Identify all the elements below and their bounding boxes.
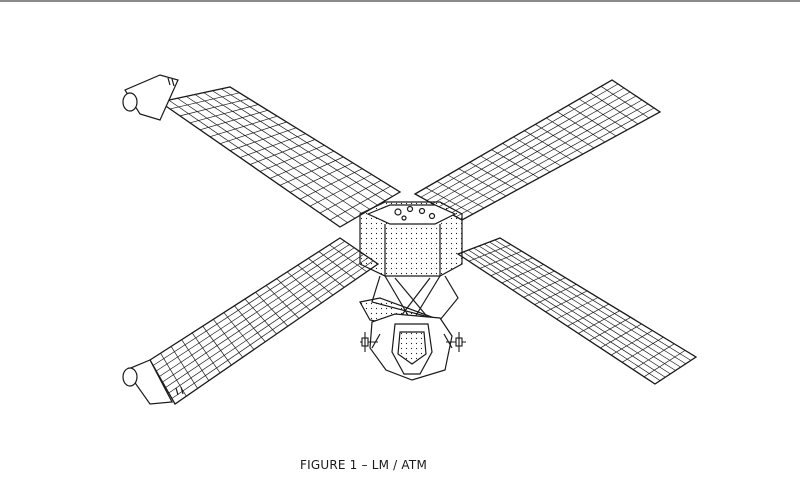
solar-cell-divider: [479, 250, 522, 269]
rcs-thruster-right: [446, 332, 466, 352]
solar-cell-divider: [621, 336, 664, 363]
solar-cell-divider: [450, 103, 649, 214]
canister-port: [394, 208, 402, 216]
solar-cell-divider: [168, 257, 369, 394]
canister-port: [406, 205, 414, 213]
solar-cell-divider: [578, 310, 620, 334]
solar-array-lower-left: [149, 237, 380, 405]
solar-cell-divider: [420, 83, 619, 198]
solar-array-lower-right: [456, 237, 698, 385]
solar-cell-divider: [643, 350, 686, 378]
canister-port: [401, 215, 407, 221]
solar-cell-divider: [501, 264, 544, 284]
figure-caption: FIGURE 1 – LM / ATM: [300, 458, 427, 472]
solar-cell-divider: [567, 303, 610, 327]
solar-cell-divider: [159, 247, 355, 377]
canister-port: [428, 212, 436, 220]
wing-end-cap-upper-left: [122, 74, 179, 121]
solar-cell-divider: [589, 317, 631, 341]
solar-cell-divider: [432, 91, 631, 205]
solar-cell-divider: [468, 244, 512, 262]
solar-cell-divider: [299, 168, 363, 200]
solar-cell-divider: [171, 260, 374, 399]
solar-cell-divider: [199, 109, 268, 131]
solar-cell-divider: [329, 185, 391, 221]
wing-end-cap-lower-left: [122, 359, 184, 405]
solar-cell-divider: [165, 253, 364, 388]
solar-array-upper-left: [158, 86, 402, 228]
solar-cell-divider: [169, 92, 240, 110]
solar-cell-divider: [556, 297, 599, 320]
solar-cell-divider: [632, 343, 675, 370]
lunar-module-body: [369, 313, 453, 381]
solar-cell-divider: [512, 270, 555, 291]
solar-cell-divider: [319, 180, 382, 214]
solar-cell-divider: [156, 244, 350, 372]
solar-panel-outline: [158, 86, 402, 228]
solar-cell-divider: [309, 174, 372, 207]
solar-cell-divider: [189, 104, 259, 124]
canister-port: [418, 207, 426, 215]
solar-cell-divider: [152, 240, 345, 366]
atm-canister: [359, 201, 463, 277]
solar-cell-divider: [259, 145, 325, 172]
solar-cell-divider: [249, 139, 316, 165]
solar-cell-divider: [289, 162, 353, 193]
solar-cell-divider: [611, 330, 653, 356]
solar-cell-divider: [600, 323, 642, 349]
solar-cell-divider: [219, 121, 287, 144]
solar-cell-divider: [162, 250, 360, 383]
solar-cell-divider: [438, 95, 637, 208]
solar-cell-divider: [545, 290, 588, 313]
solar-cell-divider: [455, 107, 655, 218]
solar-cell-divider: [426, 87, 625, 201]
rcs-thruster-left: [360, 332, 378, 352]
solar-cell-divider: [179, 98, 249, 117]
solar-cell-divider: [229, 127, 297, 151]
solar-panel-outline: [456, 237, 698, 385]
solar-cell-divider: [523, 277, 566, 298]
solar-cell-divider: [209, 115, 278, 138]
solar-array-upper-right: [413, 79, 662, 221]
solar-cell-divider: [269, 150, 335, 179]
solar-cell-divider: [490, 257, 533, 276]
solar-cell-divider: [534, 283, 577, 305]
solar-cell-divider: [444, 99, 643, 211]
solar-cell-divider: [279, 156, 344, 186]
solar-cell-divider: [239, 133, 306, 158]
